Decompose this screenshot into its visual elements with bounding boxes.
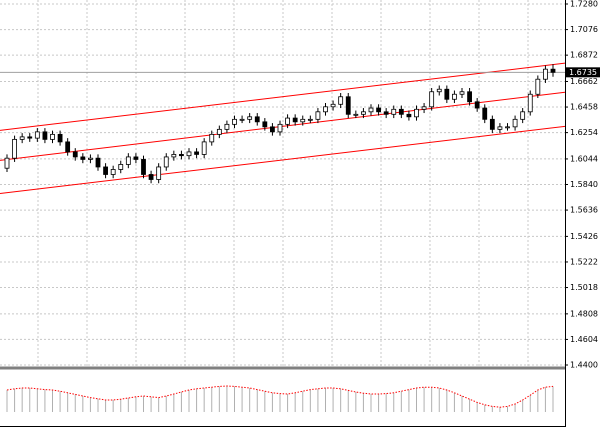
candle-body <box>535 78 541 95</box>
candle-body <box>148 174 154 180</box>
y-tick-label: 1.4604 <box>570 335 598 344</box>
candle-body <box>118 164 124 170</box>
candle-body <box>452 93 457 100</box>
candle-body <box>209 133 215 143</box>
candle-body <box>376 107 381 113</box>
candle-body <box>345 96 351 115</box>
y-tick-label: 1.7280 <box>570 0 598 9</box>
y-tick-label: 1.6044 <box>570 154 598 163</box>
candle-body <box>34 131 40 139</box>
candle-body <box>307 118 313 121</box>
candle-body <box>482 107 488 120</box>
candle-body <box>520 111 526 120</box>
candle-body <box>95 157 101 168</box>
candle-body <box>421 106 427 110</box>
candle-body <box>338 96 344 105</box>
candle-body <box>497 126 503 130</box>
y-tick-label: 1.6458 <box>570 103 598 112</box>
candle-body <box>4 157 10 169</box>
y-tick-label: 1.6662 <box>570 77 598 86</box>
candle-body <box>436 88 442 93</box>
candle-body <box>72 151 78 158</box>
candle-body <box>270 126 275 133</box>
candle-body <box>292 117 298 123</box>
candle-body <box>125 156 131 165</box>
candle-body <box>27 136 33 139</box>
candle-body <box>391 108 397 115</box>
candle-body <box>12 138 17 159</box>
candle-body <box>323 106 328 113</box>
candle-body <box>179 154 184 157</box>
y-tick-label: 1.5840 <box>570 180 598 189</box>
candle-body <box>406 113 412 118</box>
channel-line <box>0 125 566 195</box>
candle-body <box>194 151 199 155</box>
candle-body <box>550 68 556 73</box>
candle-body <box>57 133 63 143</box>
y-tick-label: 1.6254 <box>570 128 598 137</box>
candle-body <box>505 126 510 129</box>
candle-body <box>353 113 359 116</box>
candle-body <box>330 103 336 108</box>
candle-body <box>444 88 450 100</box>
y-tick-label: 1.6872 <box>570 51 598 60</box>
candle-body <box>19 136 25 140</box>
candle-body <box>239 118 245 121</box>
candle-body <box>141 159 146 175</box>
candle-body <box>224 123 230 130</box>
y-tick-label: 1.5018 <box>570 283 598 292</box>
candle-body <box>216 128 222 135</box>
candle-body <box>80 156 86 160</box>
candle-body <box>254 116 260 123</box>
candle-body <box>163 156 169 168</box>
y-tick-label: 1.5222 <box>570 257 598 266</box>
y-tick-label: 1.4400 <box>570 360 598 369</box>
candle-body <box>543 68 548 80</box>
candle-body <box>489 118 495 130</box>
candle-body <box>232 118 237 125</box>
candle-body <box>398 108 404 115</box>
candle-body <box>474 101 480 109</box>
candle-body <box>277 123 283 133</box>
candle-body <box>368 107 374 113</box>
candle-body <box>186 151 192 157</box>
oscillator-line <box>6 385 554 408</box>
candle-body <box>133 156 139 160</box>
candle-body <box>65 141 71 153</box>
candle-body <box>171 154 177 158</box>
candle-body <box>156 166 162 180</box>
candle-body <box>383 111 389 115</box>
candle-body <box>201 141 207 155</box>
candle-body <box>414 108 419 118</box>
y-tick-label: 1.5426 <box>570 232 598 241</box>
candle-body <box>103 166 108 175</box>
current-price-label: 1.6735 <box>569 68 597 77</box>
candle-body <box>285 117 290 125</box>
candle-body <box>88 157 93 160</box>
candle-body <box>247 116 253 120</box>
candle-body <box>300 118 306 123</box>
candle-body <box>315 111 321 120</box>
y-tick-label: 1.5636 <box>570 206 598 215</box>
channel-line <box>0 62 566 131</box>
candle-body <box>110 169 116 175</box>
candle-body <box>50 133 55 140</box>
current-price-box <box>566 67 600 78</box>
candle-body <box>429 91 435 108</box>
channel-line <box>0 91 566 161</box>
candle-body <box>527 93 533 113</box>
candle-body <box>512 118 518 128</box>
y-tick-label: 1.7076 <box>570 25 598 34</box>
candle-body <box>361 111 366 115</box>
candle-body <box>459 91 465 95</box>
candle-body <box>42 131 48 140</box>
candle-body <box>262 121 268 128</box>
y-tick-label: 1.4808 <box>570 309 598 318</box>
candle-body <box>467 91 472 103</box>
